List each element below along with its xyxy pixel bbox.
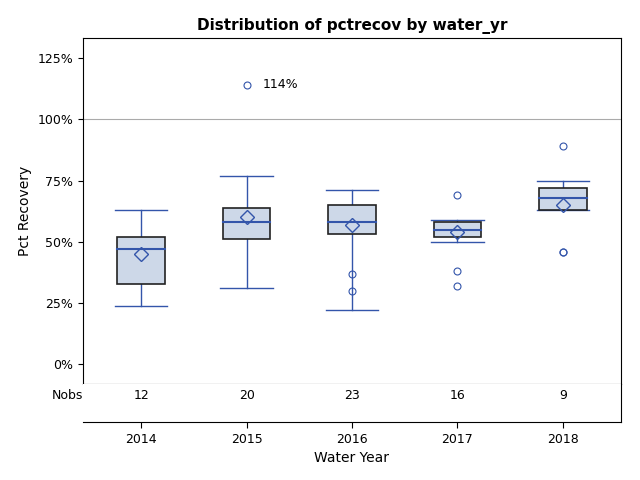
Bar xyxy=(539,188,586,210)
Bar xyxy=(328,205,376,235)
Text: 16: 16 xyxy=(449,389,465,402)
Title: Distribution of pctrecov by water_yr: Distribution of pctrecov by water_yr xyxy=(196,18,508,34)
Bar xyxy=(118,237,165,284)
Bar xyxy=(223,207,270,240)
Text: 114%: 114% xyxy=(262,78,298,92)
Text: 12: 12 xyxy=(133,389,149,402)
Text: Nobs: Nobs xyxy=(52,389,83,402)
X-axis label: Water Year: Water Year xyxy=(314,451,390,466)
Text: 23: 23 xyxy=(344,389,360,402)
Text: 20: 20 xyxy=(239,389,255,402)
Y-axis label: Pct Recovery: Pct Recovery xyxy=(18,166,32,256)
Text: 9: 9 xyxy=(559,389,567,402)
Bar xyxy=(434,222,481,237)
